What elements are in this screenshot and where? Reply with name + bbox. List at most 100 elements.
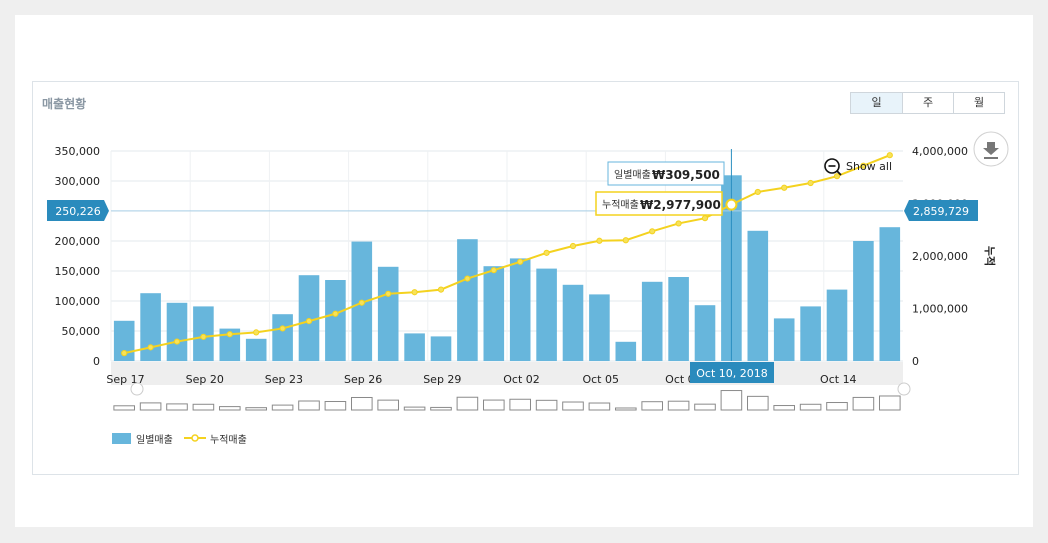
bar-daily-sales[interactable] xyxy=(853,241,874,361)
bar-daily-sales[interactable] xyxy=(325,280,346,361)
left-axis-tick-label: 50,000 xyxy=(62,325,101,338)
line-point[interactable] xyxy=(253,329,260,336)
line-point[interactable] xyxy=(437,286,445,293)
line-point[interactable] xyxy=(411,289,418,296)
bar-daily-sales[interactable] xyxy=(536,268,557,361)
crosshair-left-tag: 250,226 xyxy=(47,200,109,221)
bar-daily-sales[interactable] xyxy=(483,266,505,361)
navigator-handle-left[interactable] xyxy=(130,382,144,396)
x-axis-tick-label: Sep 20 xyxy=(186,373,224,386)
navigator-bar xyxy=(852,396,875,411)
navigator-bar xyxy=(456,396,479,411)
crosshair-right-tag: 2,859,729 xyxy=(904,200,978,221)
left-axis-tick-label: 100,000 xyxy=(55,295,101,308)
navigator-bar xyxy=(139,402,162,411)
tooltip-date: Oct 10, 2018 xyxy=(690,362,774,383)
line-point[interactable] xyxy=(173,338,181,345)
bar-daily-sales[interactable] xyxy=(562,284,584,361)
line-point[interactable] xyxy=(332,310,339,317)
line-point[interactable] xyxy=(754,188,761,196)
bar-daily-sales[interactable] xyxy=(377,266,399,361)
bar-daily-sales[interactable] xyxy=(694,305,716,361)
navigator-bar xyxy=(192,403,215,411)
navigator-bar xyxy=(826,402,848,411)
x-axis-tick-label: Oct 14 xyxy=(820,373,857,386)
line-point[interactable] xyxy=(596,237,603,244)
bar-daily-sales[interactable] xyxy=(773,318,795,361)
line-point[interactable] xyxy=(569,242,577,250)
bar-daily-sales[interactable] xyxy=(826,289,848,361)
bar-daily-sales[interactable] xyxy=(272,314,293,361)
line-point[interactable] xyxy=(833,173,841,180)
x-axis-tick-label: Sep 23 xyxy=(265,373,303,386)
line-point[interactable] xyxy=(860,162,867,169)
right-axis-tick-label: 2,000,000 xyxy=(912,250,968,263)
bar-daily-sales[interactable] xyxy=(457,239,478,361)
line-point[interactable] xyxy=(517,258,524,265)
bar-daily-sales[interactable] xyxy=(509,258,531,361)
period-toggle: 일 주 월 xyxy=(850,92,1005,114)
line-point[interactable] xyxy=(200,333,207,340)
period-week-button[interactable]: 주 xyxy=(902,93,953,113)
bar-daily-sales[interactable] xyxy=(800,306,821,361)
line-point[interactable] xyxy=(886,152,893,159)
line-point[interactable] xyxy=(121,350,128,357)
line-point[interactable] xyxy=(622,237,629,244)
bar-daily-sales[interactable] xyxy=(668,277,689,361)
line-point[interactable] xyxy=(279,325,286,332)
bar-daily-sales[interactable] xyxy=(140,293,161,361)
period-day-button[interactable]: 일 xyxy=(851,93,902,113)
line-point[interactable] xyxy=(675,220,682,227)
line-point[interactable] xyxy=(649,228,656,235)
navigator-bar xyxy=(324,401,347,411)
bar-daily-sales[interactable] xyxy=(879,227,901,361)
line-point[interactable] xyxy=(147,344,154,351)
navigator-bar xyxy=(113,405,135,411)
show-all-button[interactable]: Show all xyxy=(824,158,892,176)
bar-daily-sales[interactable] xyxy=(219,328,241,361)
bar-daily-sales[interactable] xyxy=(166,302,188,361)
navigator-bar xyxy=(799,403,822,411)
line-point[interactable] xyxy=(701,215,709,222)
line-point[interactable] xyxy=(464,275,471,282)
download-button[interactable] xyxy=(973,131,1009,167)
line-point[interactable] xyxy=(725,198,738,211)
period-month-button[interactable]: 월 xyxy=(953,93,1004,113)
line-series xyxy=(121,152,893,357)
navigator-bar xyxy=(377,399,399,411)
line-point[interactable] xyxy=(226,331,233,338)
navigator-handle-right[interactable] xyxy=(897,382,911,396)
bar-daily-sales[interactable] xyxy=(615,341,637,361)
cumulative-sales-line xyxy=(123,154,891,355)
left-axis-tick-label: 0 xyxy=(93,355,100,368)
left-axis-tick-label: 200,000 xyxy=(55,235,101,248)
line-point[interactable] xyxy=(358,299,365,306)
bar-daily-sales[interactable] xyxy=(747,230,769,361)
range-navigator[interactable] xyxy=(113,382,911,411)
bar-daily-sales[interactable] xyxy=(589,294,610,361)
download-icon xyxy=(983,142,999,155)
bar-daily-sales[interactable] xyxy=(641,281,663,361)
bar-daily-sales[interactable] xyxy=(430,336,452,361)
line-point[interactable] xyxy=(490,267,497,274)
navigator-bar xyxy=(271,404,294,411)
crosshair-left-value: 250,226 xyxy=(55,205,101,218)
crosshair-right-tag-box xyxy=(904,200,978,221)
line-point[interactable] xyxy=(385,290,392,297)
line-point[interactable] xyxy=(807,179,814,187)
bar-daily-sales[interactable] xyxy=(404,333,425,361)
line-point[interactable] xyxy=(543,249,550,256)
navigator-bar xyxy=(667,400,690,411)
navigator-bar xyxy=(879,395,901,411)
bar-daily-sales[interactable] xyxy=(245,338,267,361)
navigator-bar xyxy=(535,399,558,411)
x-axis-tick-label: Sep 17 xyxy=(106,373,144,386)
line-point[interactable] xyxy=(781,184,788,191)
bar-daily-sales[interactable] xyxy=(113,320,135,361)
left-axis-tick-label: 300,000 xyxy=(55,175,101,188)
line-point[interactable] xyxy=(305,318,313,325)
bar-daily-sales[interactable] xyxy=(193,306,214,361)
crosshair-left-tag-box xyxy=(47,200,109,221)
